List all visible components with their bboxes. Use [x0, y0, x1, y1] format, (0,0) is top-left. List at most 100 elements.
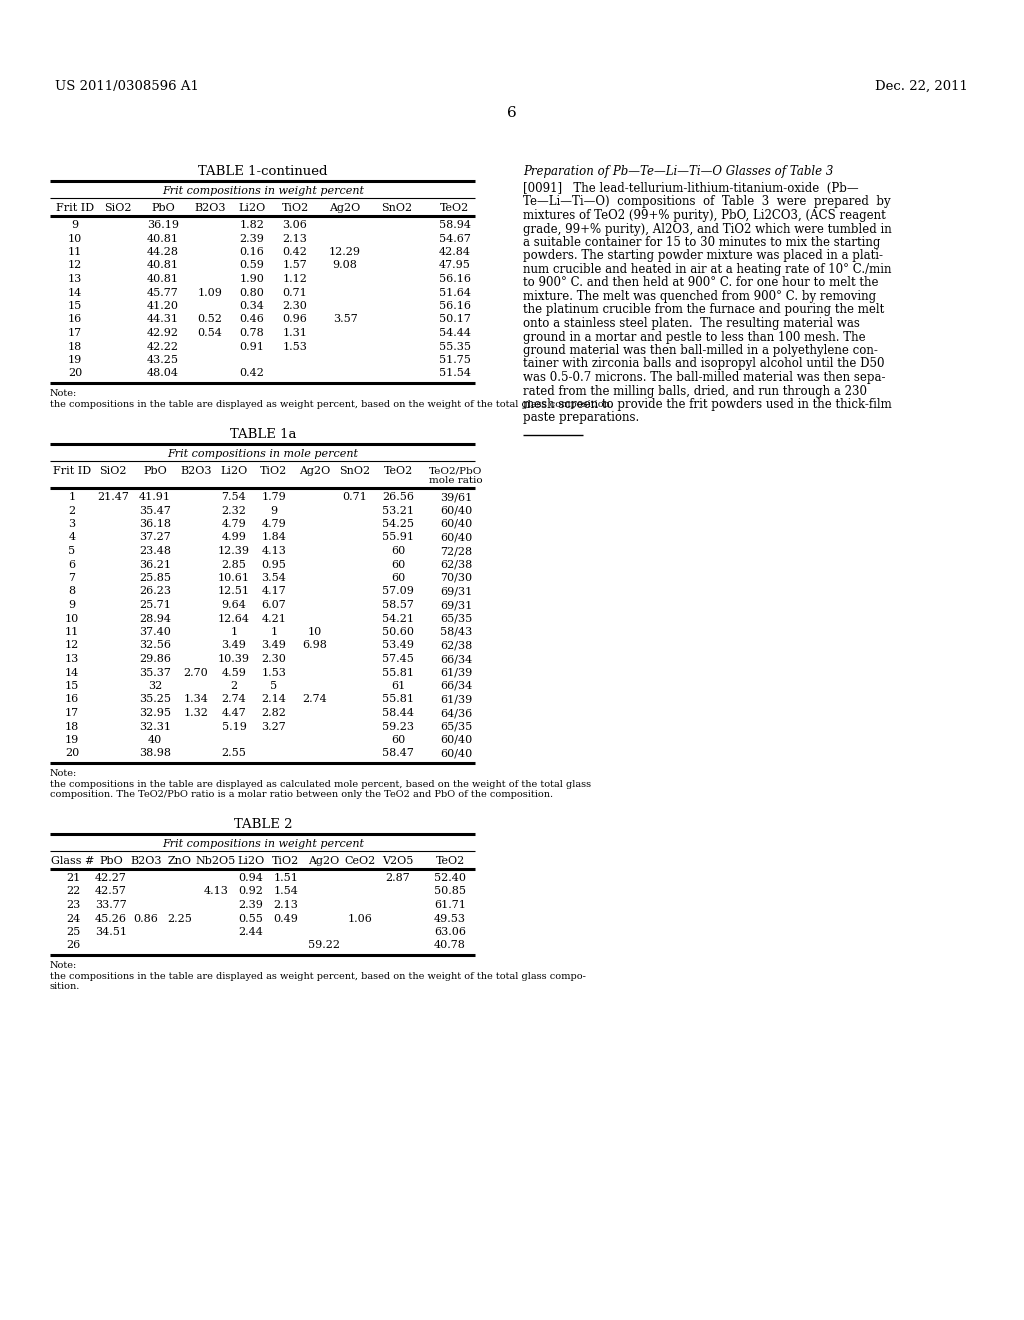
Text: 0.94: 0.94 [239, 873, 263, 883]
Text: 9.08: 9.08 [333, 260, 357, 271]
Text: CeO2: CeO2 [344, 855, 376, 866]
Text: powders. The starting powder mixture was placed in a plati-: powders. The starting powder mixture was… [523, 249, 883, 263]
Text: mole ratio: mole ratio [429, 477, 482, 484]
Text: 21.47: 21.47 [97, 492, 129, 502]
Text: 61.71: 61.71 [434, 900, 466, 909]
Text: 1.34: 1.34 [183, 694, 209, 705]
Text: 2.32: 2.32 [221, 506, 247, 516]
Text: 32: 32 [147, 681, 162, 690]
Text: 60/40: 60/40 [440, 748, 472, 759]
Text: 4.99: 4.99 [221, 532, 247, 543]
Text: 70/30: 70/30 [440, 573, 472, 583]
Text: 2.14: 2.14 [261, 694, 287, 705]
Text: 37.27: 37.27 [139, 532, 171, 543]
Text: 58/43: 58/43 [440, 627, 472, 638]
Text: US 2011/0308596 A1: US 2011/0308596 A1 [55, 81, 199, 92]
Text: 33.77: 33.77 [95, 900, 127, 909]
Text: 29.86: 29.86 [139, 653, 171, 664]
Text: 3.27: 3.27 [261, 722, 287, 731]
Text: 63.06: 63.06 [434, 927, 466, 937]
Text: 25.71: 25.71 [139, 601, 171, 610]
Text: 40: 40 [147, 735, 162, 744]
Text: 60/40: 60/40 [440, 532, 472, 543]
Text: Ag2O: Ag2O [308, 855, 340, 866]
Text: 60: 60 [391, 546, 406, 556]
Text: 15: 15 [65, 681, 79, 690]
Text: 57.45: 57.45 [382, 653, 414, 664]
Text: 0.92: 0.92 [239, 887, 263, 896]
Text: 1.53: 1.53 [283, 342, 307, 351]
Text: 4.13: 4.13 [204, 887, 228, 896]
Text: the compositions in the table are displayed as calculated mole percent, based on: the compositions in the table are displa… [50, 780, 591, 789]
Text: 0.52: 0.52 [198, 314, 222, 325]
Text: 49.53: 49.53 [434, 913, 466, 924]
Text: ground material was then ball-milled in a polyethylene con-: ground material was then ball-milled in … [523, 345, 878, 356]
Text: 18: 18 [68, 342, 82, 351]
Text: 4: 4 [69, 532, 76, 543]
Text: 2.87: 2.87 [386, 873, 411, 883]
Text: 5: 5 [69, 546, 76, 556]
Text: SiO2: SiO2 [104, 203, 132, 213]
Text: 55.81: 55.81 [382, 668, 414, 677]
Text: 57.09: 57.09 [382, 586, 414, 597]
Text: 12.29: 12.29 [329, 247, 361, 257]
Text: 58.47: 58.47 [382, 748, 414, 759]
Text: 17: 17 [68, 327, 82, 338]
Text: 2.70: 2.70 [183, 668, 208, 677]
Text: SnO2: SnO2 [381, 203, 413, 213]
Text: 58.94: 58.94 [439, 220, 471, 230]
Text: 58.44: 58.44 [382, 708, 414, 718]
Text: the platinum crucible from the furnace and pouring the melt: the platinum crucible from the furnace a… [523, 304, 885, 317]
Text: 3.57: 3.57 [333, 314, 357, 325]
Text: 17: 17 [65, 708, 79, 718]
Text: 2.85: 2.85 [221, 560, 247, 569]
Text: 64/36: 64/36 [440, 708, 472, 718]
Text: 5.19: 5.19 [221, 722, 247, 731]
Text: 2: 2 [69, 506, 76, 516]
Text: 24: 24 [66, 913, 80, 924]
Text: 36.18: 36.18 [139, 519, 171, 529]
Text: 0.95: 0.95 [261, 560, 287, 569]
Text: 2.13: 2.13 [283, 234, 307, 243]
Text: 0.16: 0.16 [240, 247, 264, 257]
Text: 21: 21 [66, 873, 80, 883]
Text: 11: 11 [65, 627, 79, 638]
Text: 9: 9 [270, 506, 278, 516]
Text: 1.54: 1.54 [273, 887, 298, 896]
Text: 58.57: 58.57 [382, 601, 414, 610]
Text: ground in a mortar and pestle to less than 100 mesh. The: ground in a mortar and pestle to less th… [523, 330, 865, 343]
Text: onto a stainless steel platen.  The resulting material was: onto a stainless steel platen. The resul… [523, 317, 860, 330]
Text: B2O3: B2O3 [180, 466, 212, 477]
Text: 1: 1 [230, 627, 238, 638]
Text: 32.56: 32.56 [139, 640, 171, 651]
Text: 2.39: 2.39 [239, 900, 263, 909]
Text: 59.23: 59.23 [382, 722, 414, 731]
Text: 2.44: 2.44 [239, 927, 263, 937]
Text: TeO2/PbO: TeO2/PbO [429, 466, 482, 475]
Text: 0.55: 0.55 [239, 913, 263, 924]
Text: 13: 13 [65, 653, 79, 664]
Text: 3.54: 3.54 [261, 573, 287, 583]
Text: 6.07: 6.07 [261, 601, 287, 610]
Text: 20: 20 [68, 368, 82, 379]
Text: Frit compositions in mole percent: Frit compositions in mole percent [168, 449, 358, 459]
Text: 26.23: 26.23 [139, 586, 171, 597]
Text: 69/31: 69/31 [440, 601, 472, 610]
Text: 0.91: 0.91 [240, 342, 264, 351]
Text: 61/39: 61/39 [440, 668, 472, 677]
Text: 55.91: 55.91 [382, 532, 414, 543]
Text: 2.82: 2.82 [261, 708, 287, 718]
Text: 55.81: 55.81 [382, 694, 414, 705]
Text: 10.39: 10.39 [218, 653, 250, 664]
Text: 3.06: 3.06 [283, 220, 307, 230]
Text: 39/61: 39/61 [440, 492, 472, 502]
Text: 60: 60 [391, 560, 406, 569]
Text: 40.81: 40.81 [147, 234, 179, 243]
Text: 8: 8 [69, 586, 76, 597]
Text: 42.57: 42.57 [95, 887, 127, 896]
Text: 44.28: 44.28 [147, 247, 179, 257]
Text: 0.59: 0.59 [240, 260, 264, 271]
Text: Ag2O: Ag2O [330, 203, 360, 213]
Text: 19: 19 [65, 735, 79, 744]
Text: 1.32: 1.32 [183, 708, 209, 718]
